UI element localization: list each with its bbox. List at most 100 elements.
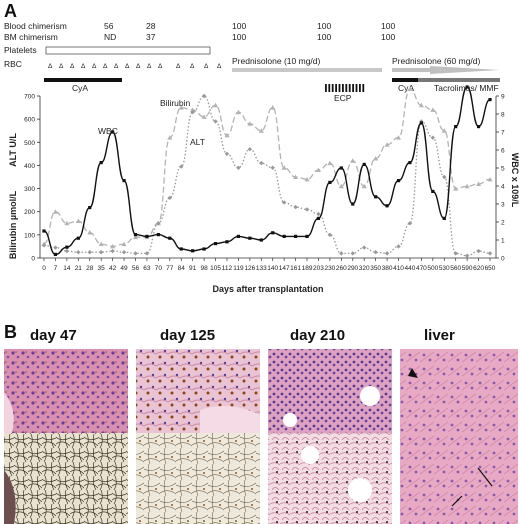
rbc-transfusion-mark: Δ xyxy=(158,63,163,70)
rbc-transfusion-mark: Δ xyxy=(59,63,64,70)
series-line-bilirubin xyxy=(43,95,491,257)
x-tick-label: 0 xyxy=(42,265,46,272)
micrograph-title-day210: day 210 xyxy=(290,327,345,344)
data-point-bilirubin xyxy=(476,248,481,254)
x-tick-label: 70 xyxy=(155,265,163,272)
data-point-bilirubin xyxy=(236,165,241,170)
bilirubin-annotation: Bilirubin xyxy=(160,98,191,108)
x-tick-label: 203 xyxy=(313,265,324,272)
fat-vacuole xyxy=(360,386,380,406)
data-point-bilirubin xyxy=(167,195,172,201)
data-point-wbc xyxy=(248,236,252,240)
he-stain-image xyxy=(4,349,128,433)
data-point-alt xyxy=(281,165,287,170)
data-point-wbc xyxy=(488,98,492,102)
right-tick-label: 0 xyxy=(501,256,505,263)
data-point-alt xyxy=(213,102,219,108)
data-point-bilirubin xyxy=(464,253,470,258)
wbc-axis-title: WBC x 109/L xyxy=(510,153,520,208)
right-tick-label: 7 xyxy=(501,130,505,137)
data-point-bilirubin xyxy=(53,245,58,250)
data-point-alt xyxy=(487,176,493,182)
rbc-transfusion-mark: Δ xyxy=(136,63,141,70)
data-point-alt xyxy=(121,241,127,247)
x-tick-label: 380 xyxy=(382,265,393,272)
data-point-wbc xyxy=(191,249,195,253)
data-point-alt xyxy=(178,105,184,110)
blood-chimerism-value: 100 xyxy=(381,21,395,31)
x-tick-label: 7 xyxy=(54,265,58,272)
rbc-transfusion-mark: Δ xyxy=(48,63,53,70)
right-tick-label: 3 xyxy=(501,202,505,209)
data-point-wbc xyxy=(88,206,92,210)
data-point-wbc xyxy=(213,242,218,246)
data-point-bilirubin xyxy=(247,147,253,152)
bone-trabecula xyxy=(200,406,260,433)
left-tick-label: 700 xyxy=(24,94,35,101)
data-point-bilirubin xyxy=(121,250,127,255)
data-point-wbc xyxy=(362,162,366,166)
data-point-wbc xyxy=(111,130,115,134)
panel-a-label: A xyxy=(4,1,17,21)
cya-label-2: CyA xyxy=(398,83,414,93)
ecp-stripes xyxy=(325,84,365,92)
data-point-bilirubin xyxy=(442,174,447,180)
x-tick-label: 133 xyxy=(256,265,267,272)
left-tick-label: 200 xyxy=(24,209,35,216)
data-point-alt xyxy=(304,176,310,182)
x-tick-label: 147 xyxy=(279,265,290,272)
data-point-bilirubin xyxy=(201,93,207,99)
x-tick-label: 189 xyxy=(302,265,313,272)
data-point-alt xyxy=(235,109,241,115)
left-tick-label: 100 xyxy=(24,232,35,239)
data-point-wbc xyxy=(42,229,46,233)
arrow-marker xyxy=(477,467,493,487)
data-point-bilirubin xyxy=(224,151,230,157)
dark-region xyxy=(4,470,16,524)
right-tick-label: 1 xyxy=(501,238,505,245)
data-point-alt xyxy=(315,167,321,173)
data-point-wbc xyxy=(305,234,309,238)
wbc-annotation: WBC xyxy=(98,126,118,136)
reticulin-stain-image xyxy=(268,433,392,524)
data-point-wbc xyxy=(53,252,58,256)
x-ticks: 0 7 14 21 28 35 42 49 56 63 70 77 84 91 98 105 112 119 126… xyxy=(42,258,496,272)
data-point-wbc xyxy=(408,161,412,165)
data-point-alt xyxy=(384,142,390,147)
bm-chimerism-value: 100 xyxy=(381,32,395,42)
data-point-bilirubin xyxy=(179,164,184,169)
data-point-alt xyxy=(430,107,436,112)
ecp-session-mark xyxy=(355,84,358,92)
x-tick-label: 105 xyxy=(210,265,221,272)
data-point-alt xyxy=(293,174,299,179)
right-tick-label: 8 xyxy=(501,112,505,119)
data-point-wbc xyxy=(385,204,389,208)
series-line-alt xyxy=(43,88,491,248)
data-point-bilirubin xyxy=(373,250,378,255)
data-point-wbc xyxy=(374,195,378,199)
x-tick-label: 28 xyxy=(86,265,94,272)
data-point-bilirubin xyxy=(316,211,321,217)
x-tick-label: 56 xyxy=(132,265,140,272)
panel-b-label: B xyxy=(4,322,17,342)
rbc-transfusion-mark: Δ xyxy=(92,63,97,70)
data-point-alt xyxy=(327,160,333,166)
data-point-alt xyxy=(247,121,253,126)
x-tick-label: 290 xyxy=(347,265,358,272)
rbc-transfusion-mark: Δ xyxy=(103,63,108,70)
micrograph-title-day47: day 47 xyxy=(30,327,77,344)
cya-label-1: CyA xyxy=(72,83,88,93)
alt-axis-title: ALT U/L xyxy=(8,133,18,167)
rbc-transfusion-mark: Δ xyxy=(204,63,209,70)
x-tick-label: 230 xyxy=(324,265,335,272)
x-tick-label: 470 xyxy=(416,265,427,272)
x-tick-label: 560 xyxy=(450,265,461,272)
x-tick-label: 119 xyxy=(233,265,244,272)
data-point-wbc xyxy=(65,245,69,249)
ecp-session-mark xyxy=(342,84,344,92)
data-point-alt xyxy=(201,114,207,119)
data-point-wbc xyxy=(225,240,229,244)
x-tick-label: 500 xyxy=(427,265,438,272)
x-tick-label: 440 xyxy=(405,265,416,272)
